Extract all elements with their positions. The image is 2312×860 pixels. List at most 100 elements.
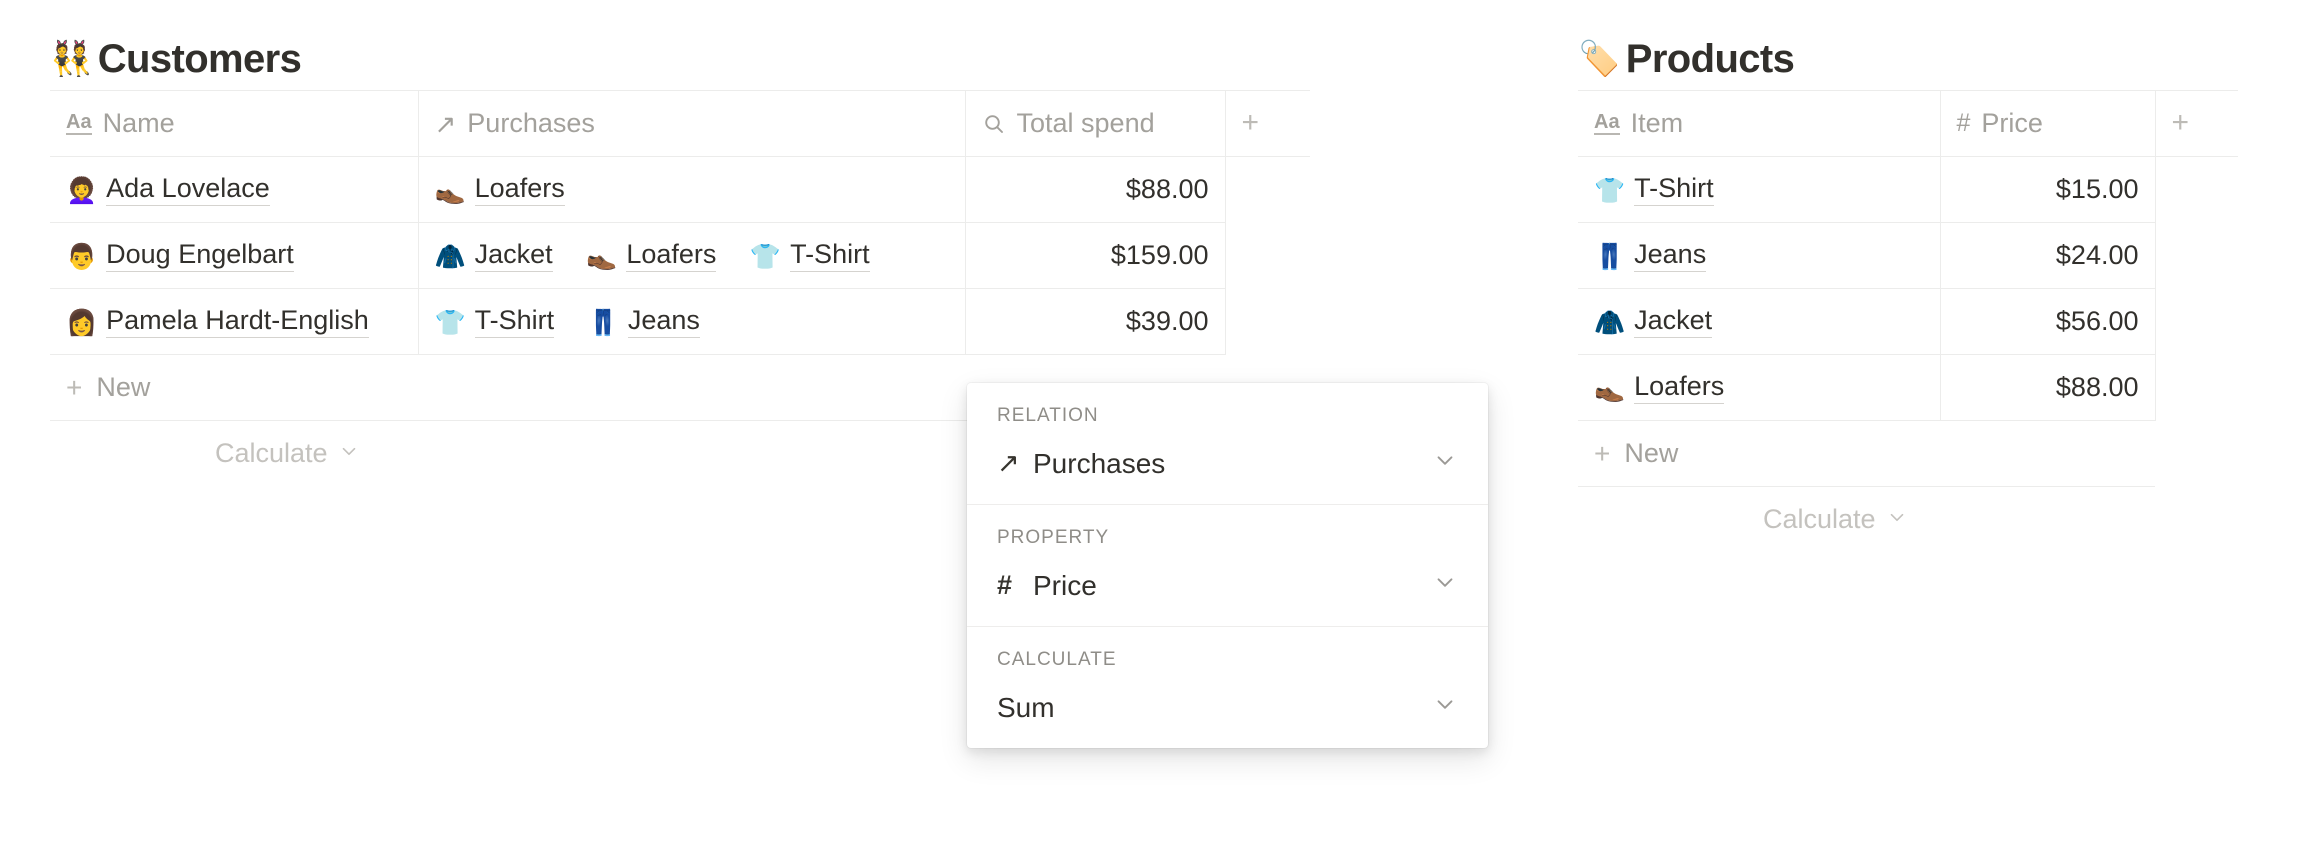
column-header-item-label: Item: [1630, 108, 1684, 138]
number-hash-icon: #: [997, 570, 1013, 600]
table-row[interactable]: 👩‍🦱 Ada Lovelace 👞 Loafers $88.00: [50, 156, 1310, 223]
relation-item-label[interactable]: Loafers: [626, 239, 717, 272]
relation-item-label[interactable]: Jeans: [627, 305, 700, 338]
cell-item[interactable]: 👞 Loafers: [1578, 354, 1941, 421]
relation-item-label[interactable]: Loafers: [474, 173, 565, 206]
table-row[interactable]: 🧥 Jacket $56.00: [1578, 288, 2238, 355]
products-database-block: 🏷️ Products Aa Item # Price: [1578, 28, 2238, 551]
cell-price[interactable]: $15.00: [1940, 156, 2156, 223]
chevron-down-icon: [1432, 691, 1458, 724]
table-row[interactable]: 👕 T-Shirt $15.00: [1578, 156, 2238, 223]
column-header-purchases[interactable]: ↗ Purchases: [418, 90, 966, 157]
cell-name[interactable]: 👩 Pamela Hardt-English: [50, 288, 419, 355]
table-row[interactable]: 👩 Pamela Hardt-English 👕 T-Shirt 👖 Jeans: [50, 288, 1310, 355]
title-text-icon: Aa: [66, 111, 92, 135]
cell-item[interactable]: 🧥 Jacket: [1578, 288, 1941, 355]
popup-label-property: PROPERTY: [997, 527, 1110, 548]
cell-name[interactable]: 👨 Doug Engelbart: [50, 222, 419, 289]
cell-purchases[interactable]: 👕 T-Shirt 👖 Jeans: [418, 288, 966, 355]
cell-empty: [2155, 223, 2238, 289]
record-link-label[interactable]: Doug Engelbart: [106, 239, 294, 272]
customers-database-block: 👯 Customers Aa Name ↗: [50, 28, 1310, 485]
popup-section-relation: RELATION ↗ Purchases: [967, 383, 1488, 504]
cell-price[interactable]: $24.00: [1940, 222, 2156, 289]
table-row[interactable]: 👖 Jeans $24.00: [1578, 222, 2238, 289]
tshirt-emoji: 👕: [749, 243, 782, 271]
search-rollup-icon: [982, 112, 1006, 136]
cell-total-spend[interactable]: $159.00: [965, 222, 1226, 289]
calculate-select-value: Sum: [997, 691, 1055, 723]
number-hash-icon: #: [1956, 109, 1971, 137]
title-text-icon: Aa: [1594, 111, 1620, 135]
cell-item[interactable]: 👕 T-Shirt: [1578, 156, 1941, 223]
shoe-emoji: 👞: [1594, 375, 1626, 403]
people-with-bunny-ears-emoji: 👯: [50, 40, 92, 78]
cell-total-spend[interactable]: $39.00: [965, 288, 1226, 355]
cell-purchases[interactable]: 🧥 Jacket 👞 Loafers 👕 T-Shirt: [418, 222, 966, 289]
record-link-label[interactable]: T-Shirt: [1634, 173, 1714, 206]
property-select[interactable]: # Price: [997, 569, 1458, 602]
cell-empty: [2155, 355, 2238, 421]
chevron-down-icon: [1886, 504, 1908, 535]
calculate-button-customers[interactable]: Calculate: [215, 438, 360, 469]
chevron-down-icon: [1432, 447, 1458, 480]
add-property-button-products[interactable]: +: [2155, 90, 2238, 157]
column-header-name-label: Name: [102, 108, 175, 138]
cell-name[interactable]: 👩‍🦱 Ada Lovelace: [50, 156, 419, 223]
new-row-button-customers[interactable]: + New: [50, 355, 1225, 421]
jacket-emoji: 🧥: [1594, 309, 1626, 337]
cell-price[interactable]: $56.00: [1940, 288, 2156, 355]
column-header-total-spend[interactable]: Total spend: [965, 90, 1226, 157]
relation-item: 👕 T-Shirt: [435, 305, 555, 338]
cell-total-spend[interactable]: $88.00: [965, 156, 1226, 223]
cell-price[interactable]: $88.00: [1940, 354, 2156, 421]
new-row-label: New: [1624, 438, 1679, 468]
record-link-label[interactable]: Ada Lovelace: [106, 173, 270, 206]
cell-item[interactable]: 👖 Jeans: [1578, 222, 1941, 289]
record-link: 👕 T-Shirt: [1594, 173, 1714, 206]
cell-empty: [1225, 157, 1310, 223]
plus-icon: +: [66, 371, 83, 403]
customers-table: Aa Name ↗ Purchases: [50, 90, 1310, 355]
cell-purchases[interactable]: 👞 Loafers: [418, 156, 966, 223]
customers-title[interactable]: 👯 Customers: [50, 28, 1310, 90]
calculate-label: Calculate: [1763, 503, 1876, 534]
plus-icon: +: [1594, 437, 1611, 469]
new-row-button-products[interactable]: + New: [1578, 421, 2155, 487]
relation-item-label[interactable]: Jacket: [474, 239, 553, 272]
add-property-button-customers[interactable]: +: [1225, 90, 1310, 157]
record-link-label[interactable]: Pamela Hardt-English: [106, 305, 369, 338]
column-header-name[interactable]: Aa Name: [50, 90, 419, 157]
calculate-footer-customers: Calculate: [50, 421, 1225, 485]
products-header-row: Aa Item # Price +: [1578, 90, 2238, 157]
popup-section-property: PROPERTY # Price: [967, 504, 1488, 626]
record-link: 👖 Jeans: [1594, 239, 1707, 272]
relation-select[interactable]: ↗ Purchases: [997, 447, 1458, 480]
record-link-label[interactable]: Loafers: [1634, 371, 1725, 404]
products-title[interactable]: 🏷️ Products: [1578, 28, 2238, 90]
record-link-label[interactable]: Jeans: [1634, 239, 1707, 272]
calculate-footer-products: Calculate: [1578, 487, 2155, 551]
calculate-select[interactable]: Sum: [997, 691, 1458, 724]
table-row[interactable]: 👞 Loafers $88.00: [1578, 354, 2238, 421]
column-header-item[interactable]: Aa Item: [1578, 90, 1941, 157]
tshirt-emoji: 👕: [1594, 177, 1626, 205]
customers-header-row: Aa Name ↗ Purchases: [50, 90, 1310, 157]
column-header-price[interactable]: # Price: [1940, 90, 2156, 157]
tshirt-emoji: 👕: [434, 309, 466, 337]
record-link-label[interactable]: Jacket: [1634, 305, 1713, 338]
rollup-config-popup: RELATION ↗ Purchases PROPERTY # Price CA…: [967, 383, 1488, 748]
cell-empty: [1225, 223, 1310, 289]
calculate-button-products[interactable]: Calculate: [1763, 504, 1908, 535]
jeans-emoji: 👖: [1594, 243, 1626, 271]
table-row[interactable]: 👨 Doug Engelbart 🧥 Jacket 👞 Loafers: [50, 222, 1310, 289]
relation-item: 👕 T-Shirt: [750, 239, 870, 272]
relation-item: 👞 Loafers: [435, 173, 565, 206]
chevron-down-icon: [1432, 569, 1458, 602]
record-link: 👩‍🦱 Ada Lovelace: [66, 173, 270, 206]
relation-item-label[interactable]: T-Shirt: [790, 239, 870, 272]
relation-arrow-icon: ↗: [434, 108, 457, 139]
relation-item-label[interactable]: T-Shirt: [474, 305, 555, 338]
calculate-label: Calculate: [215, 437, 328, 468]
